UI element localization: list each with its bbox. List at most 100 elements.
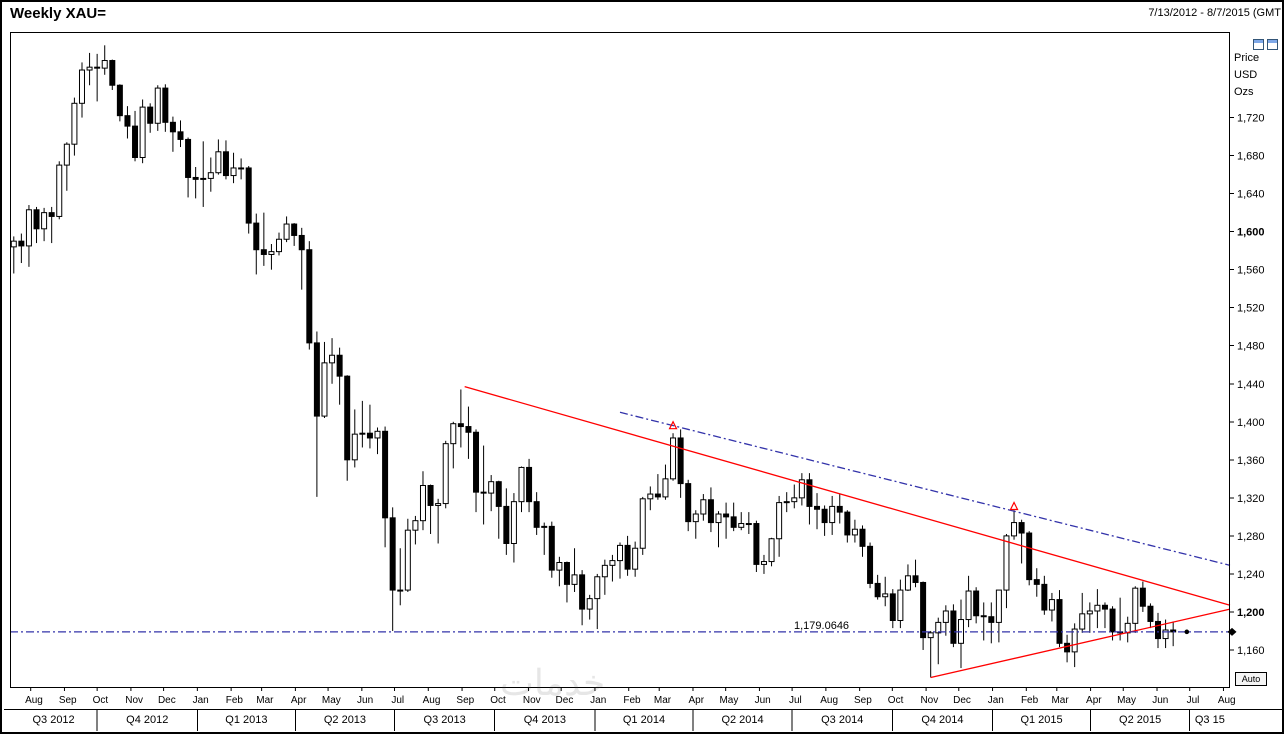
axis-unit-label: USD — [1234, 69, 1257, 81]
candle-body — [760, 561, 767, 565]
candle-body — [336, 354, 343, 377]
candle-body — [851, 528, 858, 536]
date-range-label: 7/13/2012 - 8/7/2015 (GMT — [1148, 7, 1281, 19]
candle-body — [351, 433, 358, 461]
candle-body — [753, 523, 760, 565]
x-axis-month-label: May — [1117, 695, 1136, 706]
candle-body — [139, 106, 146, 158]
x-axis-quarter-label: Q3 2014 — [821, 714, 863, 726]
candle-body — [63, 143, 70, 166]
candle-body — [1139, 587, 1146, 607]
candle-body — [147, 106, 154, 124]
plot-frame — [10, 32, 1230, 688]
candle-body — [821, 508, 828, 524]
candle-body — [435, 503, 442, 506]
x-axis-month-label: Dec — [158, 695, 176, 706]
candle-body — [329, 354, 336, 364]
candle-body — [707, 499, 714, 524]
candle-body — [867, 545, 874, 584]
y-axis-tick-label: 1,240 — [1237, 569, 1265, 581]
candle-body — [965, 590, 972, 621]
candle-body — [988, 616, 995, 623]
candle-body — [397, 589, 404, 592]
trendline-descending-channel[interactable] — [619, 411, 1231, 566]
candle-body — [1101, 604, 1108, 610]
x-axis-quarter-label: Q2 2014 — [721, 714, 763, 726]
y-axis-tick-label: 1,720 — [1237, 113, 1265, 125]
x-axis-month-label: Nov — [523, 695, 541, 706]
candle-body — [715, 513, 722, 524]
candle-body — [1086, 610, 1093, 615]
candle-body — [321, 362, 328, 417]
candle-body — [882, 593, 889, 598]
candle-body — [632, 547, 639, 570]
candle-body — [389, 517, 396, 591]
hline-price-label: 1,179.0646 — [794, 620, 849, 632]
candle-body — [927, 632, 934, 639]
x-axis-month-label: Feb — [226, 695, 244, 706]
candle-body — [18, 240, 25, 247]
candle-body — [359, 432, 366, 435]
candle-body — [844, 511, 851, 536]
candle-body — [465, 426, 472, 433]
y-axis-tick-label: 1,440 — [1237, 379, 1265, 391]
candle-body — [685, 483, 692, 523]
trendline-ascending-support[interactable] — [930, 608, 1231, 679]
candle-body — [624, 544, 631, 570]
candle-body — [904, 575, 911, 591]
candle-body — [366, 432, 373, 439]
candle-body — [1041, 583, 1048, 611]
x-axis-quarter-label: Q4 2014 — [921, 714, 963, 726]
x-axis-month-label: Jun — [755, 695, 771, 706]
candle-body — [617, 544, 623, 562]
x-axis-month-label: May — [322, 695, 341, 706]
x-axis-month-label: Aug — [423, 695, 441, 706]
candle-body — [215, 151, 222, 174]
x-axis-quarter-label: Q2 2015 — [1119, 714, 1161, 726]
annotation-arrow-marker[interactable] — [668, 420, 678, 430]
x-axis-month-label: Jan — [590, 695, 606, 706]
candle-body — [738, 523, 745, 528]
candle-body — [412, 520, 419, 531]
x-axis-month-label: May — [719, 695, 738, 706]
candle-body — [874, 582, 881, 598]
y-axis-tick-label: 1,480 — [1237, 341, 1265, 353]
candle-body — [124, 115, 131, 127]
x-axis-month-label: Nov — [125, 695, 143, 706]
x-axis-month-label: Mar — [654, 695, 672, 706]
candle-body — [730, 516, 737, 528]
x-axis-month-label: Apr — [291, 695, 307, 706]
trendline-descending-resistance[interactable] — [464, 385, 1231, 606]
candle-body — [238, 167, 245, 170]
y-axis-tick-label: 1,360 — [1237, 455, 1265, 467]
candle-body — [912, 575, 919, 583]
candle-body — [33, 209, 40, 230]
candle-body — [995, 589, 1002, 623]
candle-body — [25, 209, 32, 247]
candle-body — [859, 528, 866, 547]
candle-body — [791, 497, 798, 503]
candle-body — [313, 342, 320, 417]
chart-layout-icon[interactable] — [1253, 39, 1264, 50]
candle-body — [639, 498, 646, 549]
candle-body — [526, 466, 533, 503]
candle-body — [298, 234, 305, 251]
annotation-arrow-marker[interactable] — [1009, 501, 1019, 511]
chart-maximize-icon[interactable] — [1267, 39, 1278, 50]
x-axis-month-label: Jul — [789, 695, 802, 706]
y-axis-tick-label: 1,640 — [1237, 189, 1265, 201]
candle-body — [154, 87, 161, 124]
auto-scale-button[interactable]: Auto — [1235, 672, 1267, 686]
candle-body — [192, 176, 199, 180]
candle-body — [1147, 605, 1154, 622]
candle-body — [920, 581, 927, 639]
candle-body — [1094, 604, 1101, 612]
y-axis-tick-label: 1,160 — [1237, 645, 1265, 657]
x-axis-quarter-label: Q2 2013 — [324, 714, 366, 726]
candle-body — [442, 443, 449, 505]
y-axis-tick-label: 1,320 — [1237, 493, 1265, 505]
x-axis-quarter-label: Q1 2013 — [225, 714, 267, 726]
y-axis-tick-label: 1,520 — [1237, 303, 1265, 315]
candle-body — [1003, 535, 1010, 591]
